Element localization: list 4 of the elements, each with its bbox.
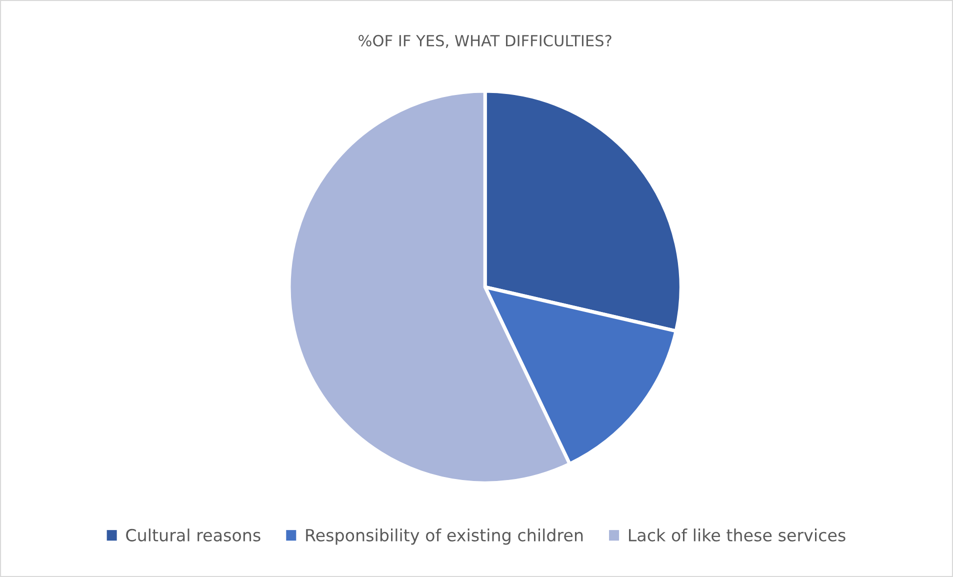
- legend-label: Responsibility of existing children: [306, 528, 583, 545]
- legend-label: Cultural reasons: [126, 528, 260, 542]
- legend-label: Lack of like these services: [629, 528, 846, 542]
- chart-title: %OF IF YES, WHAT DIFFICULTIES?: [358, 34, 612, 48]
